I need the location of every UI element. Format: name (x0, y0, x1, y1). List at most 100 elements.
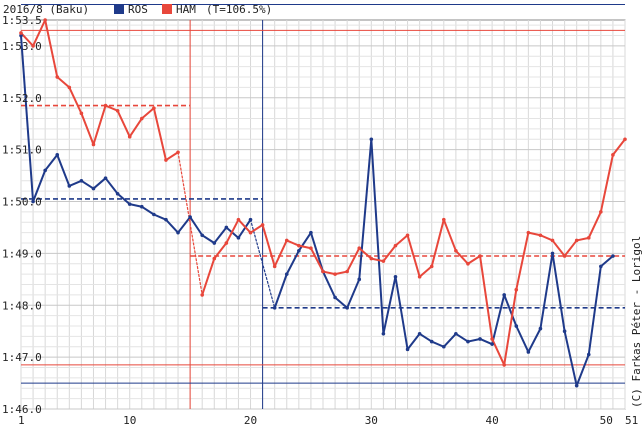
series-segment-ham (515, 231, 530, 291)
series-segment-ros (32, 169, 47, 203)
series-segment-ham (491, 337, 506, 366)
x-tick-label: 50 (600, 414, 613, 427)
series-segment-ros (104, 177, 119, 195)
data-point-ham (623, 137, 627, 142)
data-point-ros (103, 176, 108, 180)
y-tick-label: 1:50.0 (2, 196, 42, 209)
legend-label-ham: HAM (176, 3, 196, 16)
data-point-ham (611, 153, 615, 157)
data-point-ham (152, 106, 156, 110)
data-point-ros (176, 230, 180, 235)
series-segment-ham (177, 151, 203, 296)
series-segment-ros (92, 177, 107, 190)
data-point-ham (442, 217, 446, 222)
series-segment-ham (503, 288, 518, 366)
data-point-ros (417, 331, 422, 336)
series-segment-ros (297, 231, 312, 252)
series-segment-ham (116, 109, 131, 138)
data-point-ham (140, 116, 144, 121)
credit-label: (C) Farkas Péter - Lorigol (630, 236, 643, 408)
series-segment-ros (442, 332, 457, 348)
series-segment-ros (164, 218, 180, 234)
series-segment-ros (116, 192, 131, 206)
data-point-ham (478, 254, 482, 258)
series-segment-ros (44, 153, 59, 172)
series-segment-ham (382, 244, 397, 263)
data-point-ham (79, 111, 84, 116)
series-segment-ros (575, 353, 590, 387)
series-segment-ham (164, 151, 180, 162)
data-point-ros (538, 326, 543, 331)
series-segment-ros (285, 249, 300, 276)
data-point-ros (369, 137, 374, 142)
data-point-ros (200, 233, 204, 238)
series-segment-ham (479, 254, 494, 340)
legend-swatch-ham (162, 4, 172, 14)
data-point-ros (490, 342, 494, 346)
data-point-ham (405, 233, 410, 238)
series-segment-ros (358, 138, 373, 281)
data-point-ros (188, 215, 192, 219)
data-point-ham (297, 243, 301, 248)
data-point-ham (260, 223, 265, 227)
data-point-ros (212, 241, 217, 245)
data-point-ham (599, 210, 603, 214)
data-point-ham (91, 142, 96, 147)
y-tick-label: 1:51.0 (2, 144, 42, 157)
data-point-ham (176, 150, 180, 155)
data-point-ham (490, 337, 494, 341)
x-tick-label: 30 (365, 414, 378, 427)
data-point-ham (309, 246, 313, 251)
reference-lines (21, 3, 625, 409)
series-segment-ham (394, 234, 409, 247)
data-point-ros (442, 344, 446, 349)
data-point-ros (164, 217, 168, 222)
data-point-ham (357, 246, 362, 251)
x-axis-ticks: 1 10 20 30 40 50 51 (18, 414, 638, 427)
data-point-ros (91, 186, 96, 191)
y-tick-label: 1:52.0 (2, 92, 42, 105)
series-segment-ros (56, 153, 71, 187)
series-segment-ros (213, 226, 228, 245)
series-segment-ros (587, 265, 602, 356)
data-point-ros (381, 331, 386, 336)
grid (20, 20, 626, 410)
series-lines (20, 19, 626, 387)
series-segment-ros (189, 216, 204, 237)
data-point-ros (284, 272, 289, 276)
series-segment-ham (599, 153, 614, 213)
x-tick-label: 51 (625, 414, 638, 427)
y-tick-label: 1:46.0 (2, 403, 42, 416)
data-point-ham (43, 18, 47, 22)
series-segment-ham (551, 239, 566, 257)
series-segment-ham (128, 117, 143, 138)
series-segment-ros (503, 293, 518, 328)
series-segment-ham (297, 244, 312, 250)
series-segment-ros (599, 254, 614, 268)
series-segment-ham (346, 247, 361, 273)
series-segment-ham (237, 218, 252, 234)
series-segment-ham (225, 218, 240, 245)
series-segment-ros (80, 179, 95, 190)
y-tick-label: 1:53.0 (2, 40, 42, 53)
data-point-ros (19, 33, 23, 38)
series-segment-ros (539, 252, 554, 330)
series-segment-ham (92, 104, 107, 146)
x-tick-label: 1 (18, 414, 25, 427)
series-segment-ham (201, 257, 216, 296)
data-point-ros (562, 329, 567, 334)
data-point-ham (55, 75, 60, 79)
data-point-ros (309, 230, 313, 235)
series-segment-ham (539, 234, 554, 242)
y-tick-label: 1:48.0 (2, 299, 42, 312)
series-segment-ros (68, 179, 83, 187)
series-segment-ham (261, 223, 276, 268)
series-segment-ham (406, 234, 421, 278)
data-point-ros (55, 153, 60, 157)
x-tick-label: 10 (123, 414, 136, 427)
series-segment-ham (466, 254, 482, 265)
data-point-ros (502, 293, 507, 297)
data-point-ros (405, 347, 410, 352)
series-segment-ros (382, 275, 397, 335)
